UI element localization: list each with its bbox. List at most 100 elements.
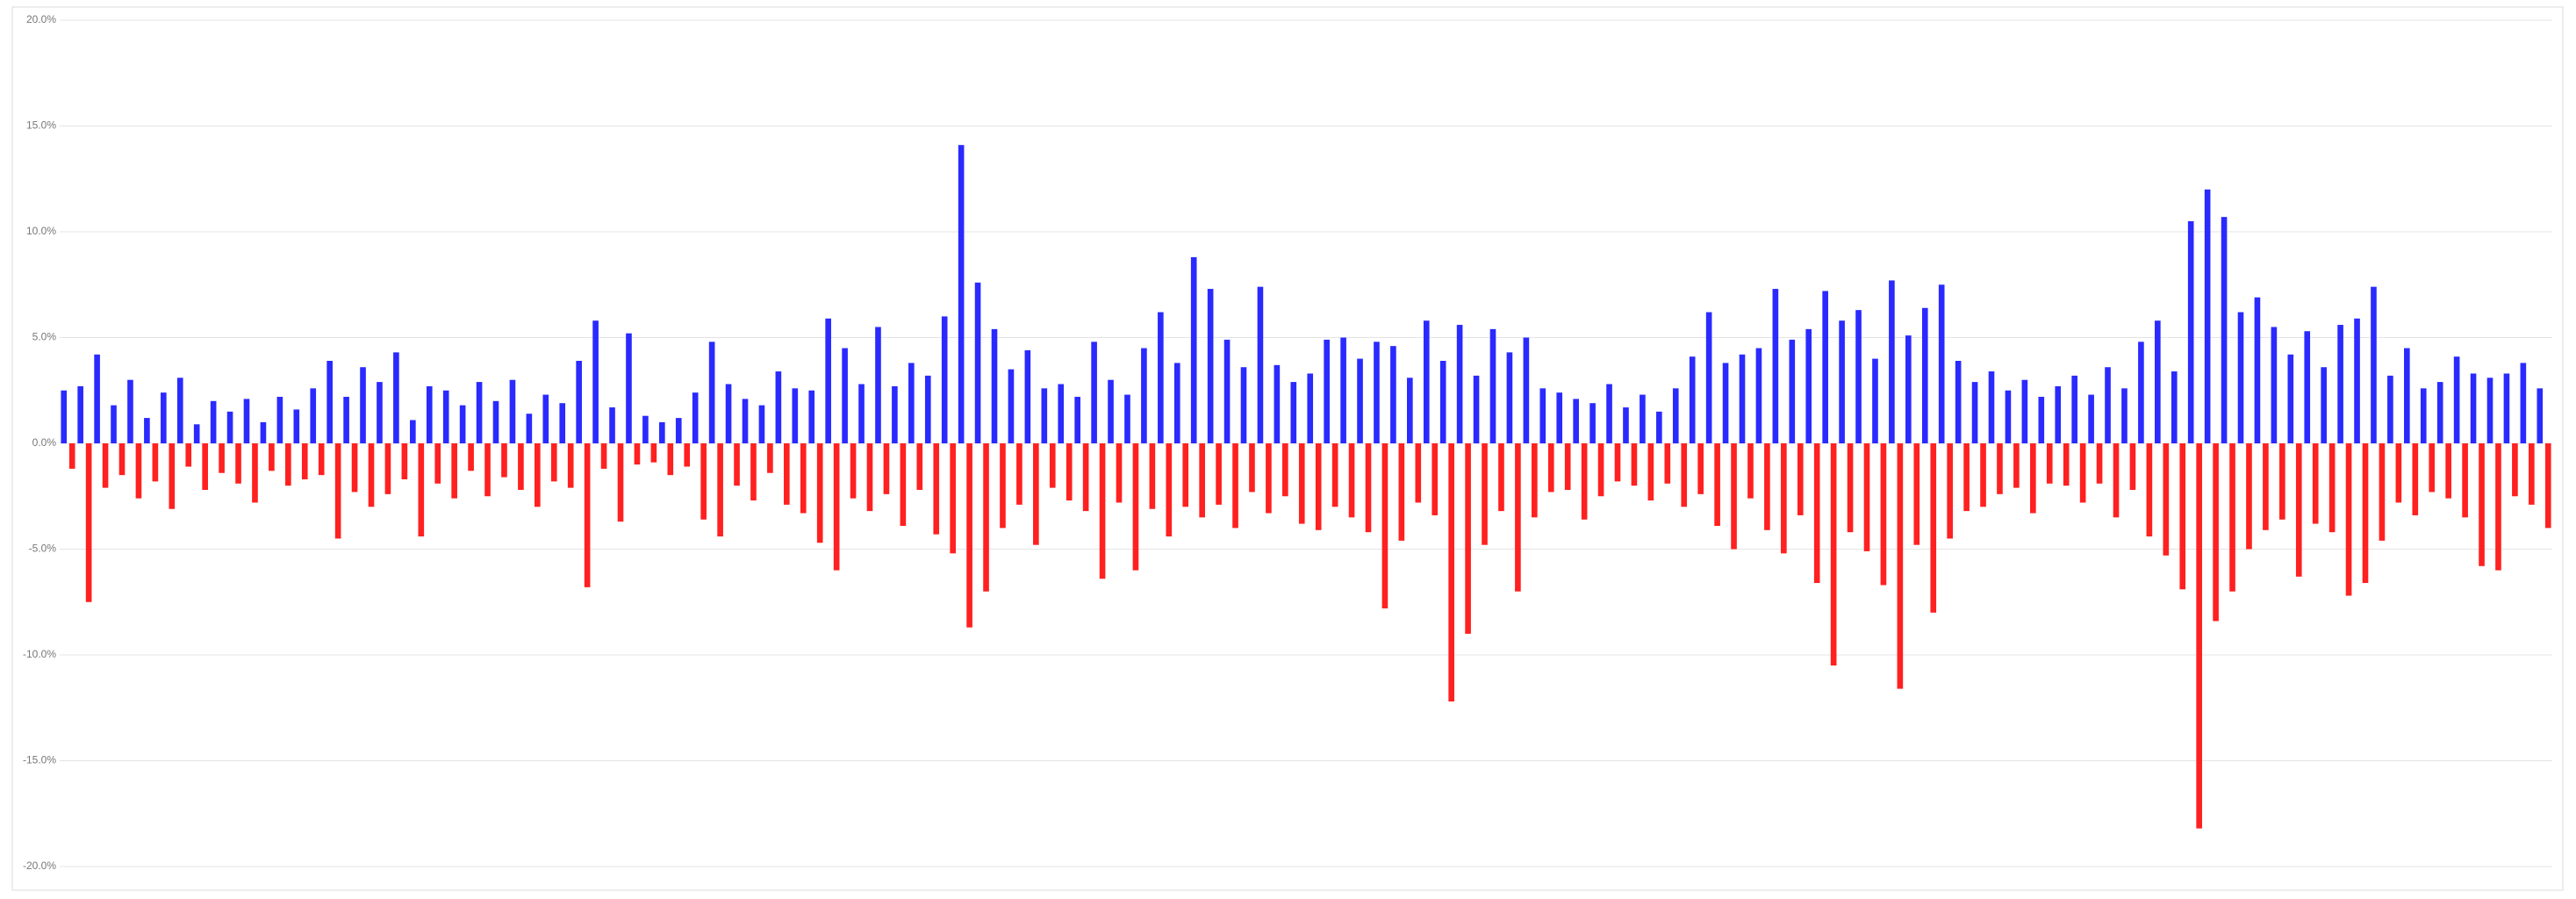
bar [1672,388,1679,443]
bar [2387,375,2393,443]
bar [252,443,258,503]
bar [2512,443,2518,497]
bar [1606,384,1612,443]
bar [1166,443,1173,537]
bar [1581,443,1588,520]
bar [1024,349,1031,443]
bar [1913,443,1920,545]
bar [1805,328,1812,443]
bar [692,392,699,443]
bar [2486,378,2493,443]
bar [2279,443,2285,520]
y-tick-label: -5.0% [29,543,57,555]
bar [1398,443,1405,541]
bar [1049,443,1056,488]
bar [118,443,126,476]
bar [2337,325,2343,443]
bar [825,318,831,443]
bar [2146,443,2153,537]
bar [2295,443,2302,577]
bar [958,145,965,443]
bar [1564,443,1571,491]
bar [1298,443,1305,524]
bar [1947,443,1953,539]
bar [2171,371,2178,443]
bar [2063,443,2070,486]
y-tick-label: -10.0% [23,648,56,660]
bar [2113,443,2120,518]
bar [2213,443,2219,622]
bar [2030,443,2036,514]
bar [941,316,948,443]
bar [1149,443,1156,509]
bar [1847,443,1854,533]
bar [2453,356,2460,443]
bar [476,382,483,443]
bar [1532,443,1538,518]
bar [2404,348,2410,443]
bar [1082,443,1089,512]
bar [2395,443,2402,503]
bar [2155,320,2161,443]
bar [1889,280,1895,443]
bar [659,421,665,443]
bar [2021,379,2028,443]
bar [2121,388,2128,443]
bar [1705,312,1712,443]
bar [2204,189,2211,444]
bar [1465,443,1471,634]
bar [725,384,732,443]
bar [2479,443,2485,566]
bar [2271,327,2278,443]
bar [1432,443,1439,515]
bar [559,403,566,443]
bar [1681,443,1688,507]
bar [169,443,176,509]
bar [1223,339,1231,443]
bar [1689,356,1696,443]
bar [1407,378,1413,443]
bar [1415,443,1422,503]
bar [1307,373,1314,443]
bar [2321,367,2327,443]
bar [260,421,267,443]
bar [2287,354,2294,443]
bar [758,405,765,443]
bar [1764,443,1770,530]
bar [285,443,291,486]
bar [667,443,674,476]
bar [684,443,691,467]
bar [2254,297,2261,443]
bar [2312,443,2319,524]
bar [85,443,92,602]
y-tick-label: 5.0% [32,331,57,343]
bar [2304,331,2311,443]
bar [2520,363,2527,443]
bar [102,443,109,488]
bar [468,443,474,471]
bar [717,443,723,537]
bar [1357,358,1363,443]
bar [1016,443,1023,505]
bar [235,443,241,484]
y-tick-label: 0.0% [32,436,57,449]
bar [550,443,557,482]
bar [1506,352,1513,443]
bar [2503,373,2510,443]
bar [2129,443,2136,491]
bar [1897,443,1904,689]
bar [1839,320,1845,443]
bar [2246,443,2252,550]
bar [1813,443,1820,584]
bar [542,394,549,443]
bar [675,418,682,443]
bar [1980,443,1986,507]
bar [2429,443,2436,493]
bar [2138,342,2144,443]
bar [442,390,449,443]
bar [1340,337,1346,443]
bar [94,354,100,443]
bar [193,424,200,443]
bar [2088,394,2094,443]
